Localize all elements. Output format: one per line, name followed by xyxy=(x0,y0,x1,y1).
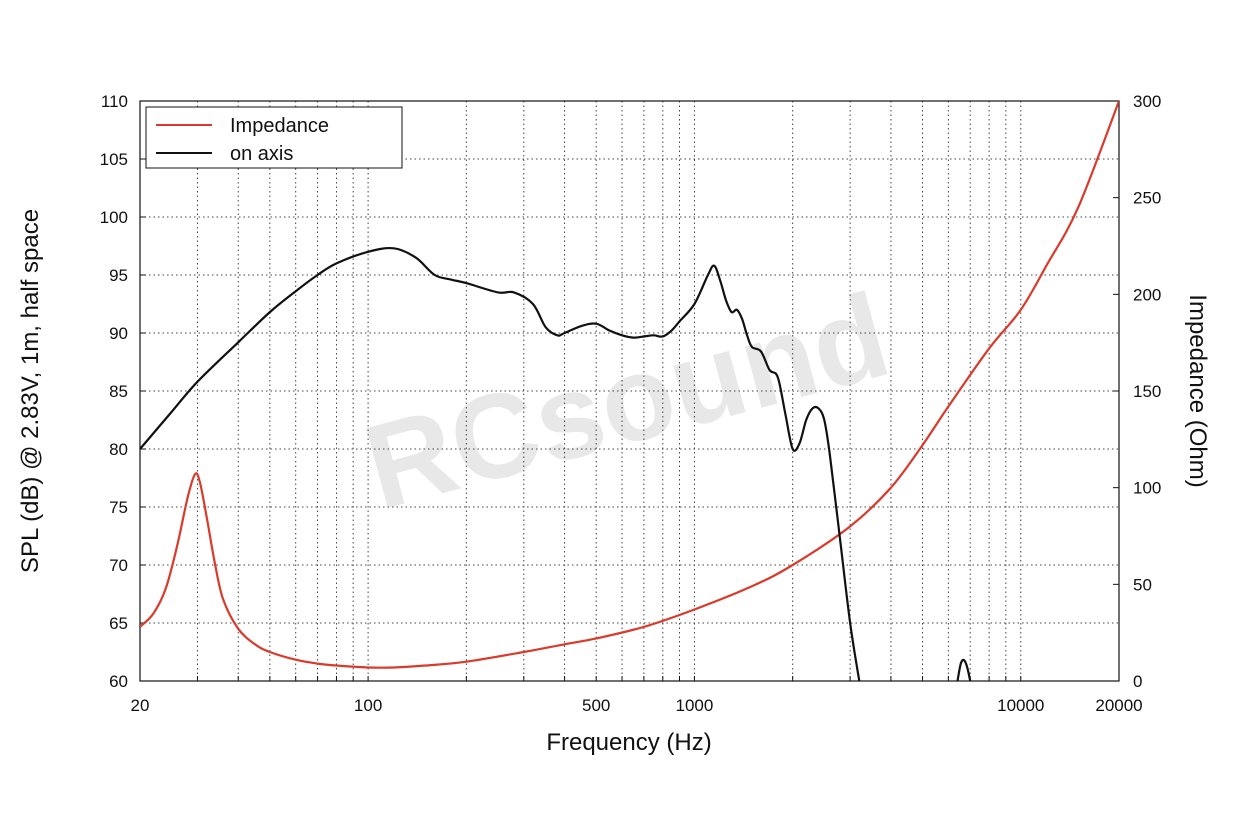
y-tick-label: 95 xyxy=(109,266,128,285)
watermark-text: RCsound xyxy=(352,268,902,535)
y-tick-label: 75 xyxy=(109,498,128,517)
legend-label-on-axis: on axis xyxy=(230,143,293,165)
legend-label-impedance: Impedance xyxy=(230,115,329,137)
series xyxy=(140,101,1119,681)
x-tick-label: 100 xyxy=(354,696,382,715)
y2-axis-label: Impedance (Ohm) xyxy=(1184,294,1211,487)
y-tick-label: 60 xyxy=(109,672,128,691)
x-tick-label: 500 xyxy=(582,696,610,715)
series-line-impedance xyxy=(140,101,1119,669)
y2-tick-label: 50 xyxy=(1133,575,1152,594)
y-tick-label: 70 xyxy=(109,556,128,575)
x-tick-label: 10000 xyxy=(997,696,1044,715)
y2-tick-label: 250 xyxy=(1133,189,1161,208)
y2-tick-label: 100 xyxy=(1133,479,1161,498)
y-tick-label: 90 xyxy=(109,324,128,343)
y-tick-label: 100 xyxy=(100,208,128,227)
legend-box xyxy=(145,106,403,169)
y-tick-label: 65 xyxy=(109,614,128,633)
x-tick-label: 20000 xyxy=(1095,696,1142,715)
x-axis-label: Frequency (Hz) xyxy=(546,729,711,756)
y-axis-label: SPL (dB) @ 2.83V, 1m, half space xyxy=(17,209,44,573)
series-line-on-axis-1 xyxy=(956,658,972,681)
x-tick-label: 20 xyxy=(131,696,150,715)
y2-tick-label: 300 xyxy=(1133,92,1161,111)
y-tick-label: 80 xyxy=(109,440,128,459)
axis-ticks: 60 65 70 75 80 85 90 95 100 105 110 0 50 100 150 200 250… xyxy=(100,92,1162,715)
y-tick-label: 105 xyxy=(100,150,128,169)
legend: Impedance on axis xyxy=(145,106,403,169)
x-tick-label: 1000 xyxy=(676,696,714,715)
series-line-on-axis xyxy=(140,246,861,681)
y2-tick-label: 0 xyxy=(1133,672,1142,691)
y2-tick-label: 150 xyxy=(1133,382,1161,401)
y-tick-label: 110 xyxy=(101,92,128,111)
watermark-logo: RCsound xyxy=(352,268,902,535)
y-tick-label: 85 xyxy=(109,382,128,401)
y2-tick-label: 200 xyxy=(1133,285,1161,304)
